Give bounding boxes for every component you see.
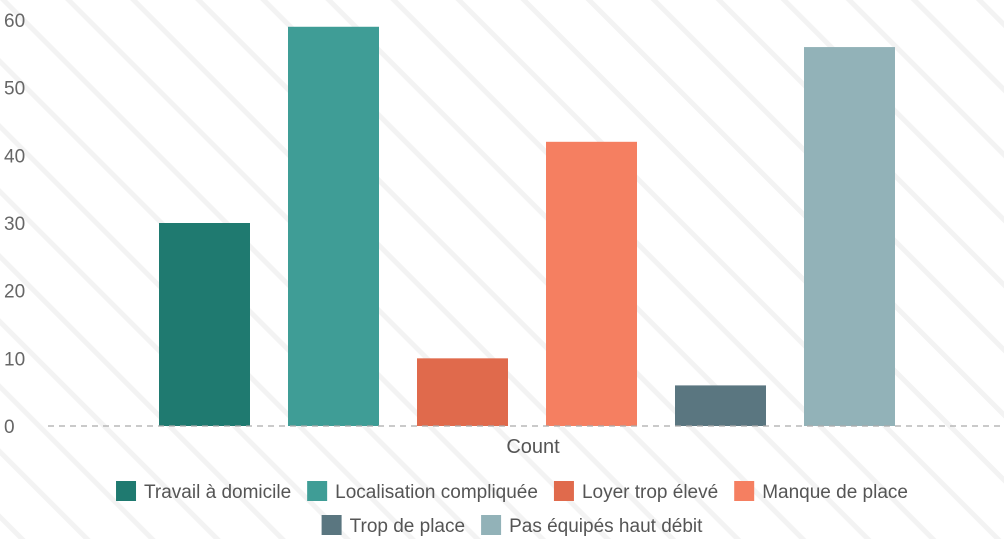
bar-trop-de-place[interactable] — [675, 385, 766, 426]
y-tick-label: 10 — [4, 349, 25, 370]
legend-item[interactable]: Pas équipés haut débit — [481, 515, 703, 537]
y-tick-label: 20 — [4, 282, 25, 303]
y-tick-label: 40 — [4, 146, 25, 167]
legend-swatch — [116, 481, 137, 501]
legend: Travail à domicile Localisation compliqué… — [116, 481, 908, 537]
bar-loyer-trop-lev-[interactable] — [417, 358, 508, 426]
bar-travail-domicile[interactable] — [159, 223, 250, 426]
y-tick-label: 30 — [4, 214, 25, 235]
legend-swatch — [481, 515, 502, 535]
legend-label: Trop de place — [350, 516, 465, 537]
legend-label: Localisation compliquée — [335, 482, 538, 503]
y-axis: 0 10 20 30 40 50 60 — [4, 11, 25, 438]
legend-item[interactable]: Loyer trop élevé — [553, 481, 718, 503]
legend-swatch — [734, 481, 755, 501]
legend-swatch — [321, 515, 342, 535]
bar-manque-de-place[interactable] — [546, 141, 637, 427]
legend-item[interactable]: Trop de place — [321, 515, 465, 537]
legend-label: Loyer trop élevé — [582, 482, 718, 503]
legend-item[interactable]: Localisation compliquée — [307, 481, 538, 503]
legend-swatch — [307, 481, 328, 501]
legend-label: Manque de place — [762, 482, 908, 503]
bar-pas-quip-s-haut-d-bit[interactable] — [804, 47, 895, 427]
y-tick-label: 50 — [4, 79, 25, 100]
x-axis-title: Count — [506, 436, 560, 458]
legend-swatch — [553, 481, 574, 501]
bar-localisation-compliqu-e[interactable] — [288, 26, 379, 427]
y-tick-label: 0 — [4, 417, 15, 438]
bars-group — [159, 26, 895, 427]
legend-item[interactable]: Manque de place — [734, 481, 908, 503]
legend-label: Pas équipés haut débit — [509, 516, 703, 537]
legend-item[interactable]: Travail à domicile — [116, 481, 291, 503]
legend-label: Travail à domicile — [144, 482, 291, 503]
y-tick-label: 60 — [4, 11, 25, 32]
